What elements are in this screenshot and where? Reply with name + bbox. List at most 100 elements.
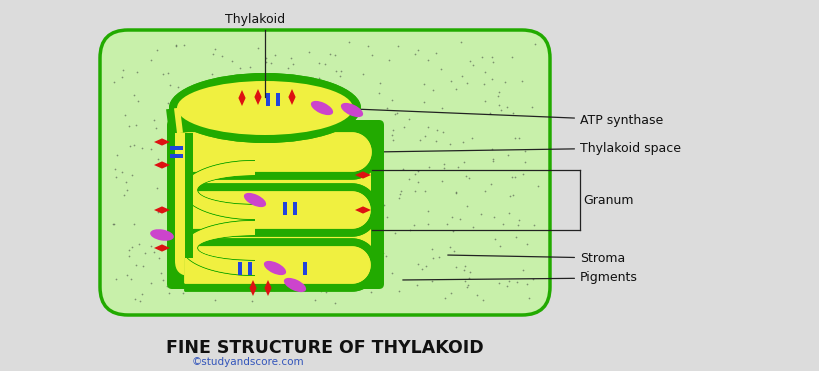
Point (206, 102, 219, 108)
FancyBboxPatch shape (167, 120, 378, 284)
Point (409, 171, 422, 177)
Polygon shape (185, 184, 378, 236)
Point (302, 49, 315, 55)
Polygon shape (180, 125, 378, 179)
Point (201, 197, 214, 203)
Point (305, 123, 318, 129)
Point (275, 116, 288, 122)
Point (464, 58, 477, 64)
Point (222, 162, 235, 168)
Polygon shape (174, 108, 183, 133)
Point (334, 68, 347, 74)
Point (188, 211, 201, 217)
Point (160, 283, 173, 289)
Point (328, 300, 342, 306)
Point (328, 188, 341, 194)
Polygon shape (166, 107, 191, 134)
Point (462, 175, 475, 181)
Point (518, 148, 531, 154)
Point (246, 269, 259, 275)
Text: Thylakoid space: Thylakoid space (375, 141, 680, 154)
Point (175, 210, 188, 216)
Point (147, 249, 161, 255)
Point (108, 79, 121, 85)
Point (500, 152, 514, 158)
Point (259, 146, 272, 152)
Point (485, 54, 498, 60)
Point (437, 165, 450, 171)
Point (492, 102, 505, 108)
Polygon shape (170, 146, 183, 150)
Polygon shape (249, 280, 256, 296)
Point (352, 147, 365, 153)
Point (350, 123, 363, 129)
Point (410, 168, 423, 174)
Point (136, 145, 149, 151)
Point (271, 252, 284, 257)
Point (511, 222, 524, 228)
Point (151, 157, 164, 162)
Point (492, 280, 505, 286)
Point (527, 222, 540, 228)
Polygon shape (292, 201, 296, 214)
Point (463, 269, 476, 275)
Point (457, 267, 470, 273)
Point (342, 39, 355, 45)
Point (228, 112, 241, 118)
Polygon shape (264, 280, 271, 296)
Polygon shape (254, 89, 261, 105)
Point (122, 247, 135, 253)
Point (275, 118, 288, 124)
Point (359, 204, 372, 210)
Point (458, 278, 471, 284)
Polygon shape (288, 89, 295, 105)
Point (505, 174, 518, 180)
Point (125, 244, 138, 250)
Point (115, 74, 129, 80)
Ellipse shape (169, 73, 360, 143)
Point (285, 140, 298, 146)
Point (331, 204, 344, 210)
Point (203, 278, 216, 284)
Point (486, 158, 500, 164)
Point (391, 43, 405, 49)
Point (500, 104, 513, 110)
Point (402, 116, 415, 122)
Point (223, 197, 236, 203)
Point (356, 71, 369, 77)
Point (394, 188, 407, 194)
Point (283, 223, 296, 229)
Point (466, 224, 479, 230)
Polygon shape (167, 133, 192, 258)
Point (449, 86, 462, 92)
Point (306, 75, 319, 81)
Point (128, 221, 141, 227)
Point (418, 188, 431, 194)
Point (392, 195, 405, 201)
Point (435, 178, 448, 184)
Point (128, 296, 141, 302)
Point (386, 127, 399, 133)
Point (526, 276, 539, 282)
Point (309, 131, 322, 137)
Point (505, 55, 518, 60)
Point (483, 181, 496, 187)
Point (361, 208, 374, 214)
Point (138, 250, 151, 256)
Point (297, 121, 310, 127)
Point (440, 221, 453, 227)
Point (410, 179, 423, 185)
Point (364, 141, 378, 147)
Polygon shape (174, 133, 185, 258)
Point (516, 171, 529, 177)
Polygon shape (180, 133, 370, 171)
Point (293, 99, 306, 105)
Point (413, 137, 426, 143)
Point (107, 221, 120, 227)
Point (229, 76, 242, 82)
Point (312, 60, 325, 66)
Point (379, 253, 392, 259)
Point (447, 249, 460, 255)
Point (385, 270, 398, 276)
Point (287, 275, 301, 280)
